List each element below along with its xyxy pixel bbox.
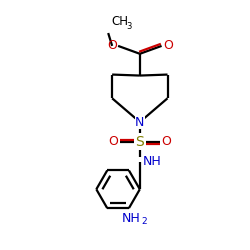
Text: O: O bbox=[164, 40, 173, 52]
Text: NH: NH bbox=[143, 155, 162, 168]
Text: NH: NH bbox=[122, 212, 140, 226]
Text: O: O bbox=[107, 40, 117, 52]
Text: 2: 2 bbox=[141, 218, 146, 226]
Text: N: N bbox=[135, 116, 144, 128]
Text: 3: 3 bbox=[126, 22, 131, 31]
Text: O: O bbox=[162, 135, 172, 148]
Text: O: O bbox=[108, 135, 118, 148]
Text: S: S bbox=[136, 135, 144, 149]
Text: CH: CH bbox=[111, 15, 128, 28]
